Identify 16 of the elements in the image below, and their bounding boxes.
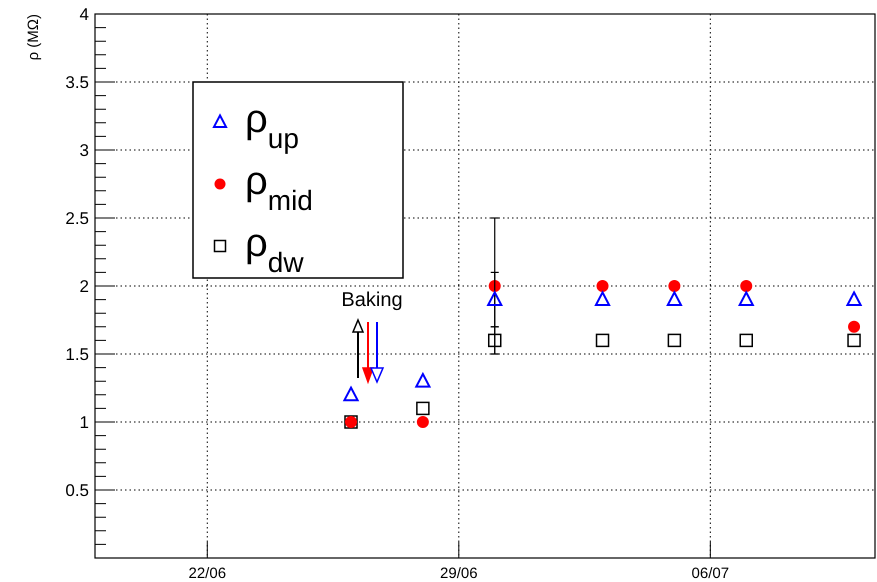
x-tick-label: 22/06 <box>188 565 226 582</box>
x-tick-label: 29/06 <box>440 565 478 582</box>
y-tick-label: 3 <box>80 140 89 160</box>
legend-label: ρ$_{up}$ <box>245 97 299 154</box>
x-tick-label: 06/07 <box>692 565 730 582</box>
y-tick-label: 0.5 <box>65 480 89 500</box>
y-tick-label: 1 <box>80 412 89 432</box>
y-tick-label: 1.5 <box>65 344 89 364</box>
y-axis-title: ρ (MΩ) <box>25 14 42 60</box>
y-tick-label: 4 <box>80 4 89 24</box>
y-tick-label: 2.5 <box>65 208 89 228</box>
annotation: Baking <box>341 289 403 311</box>
y-tick-label: 2 <box>80 276 89 296</box>
legend-label: ρ$_{dw}$ <box>245 221 304 278</box>
y-tick-label: 3.5 <box>65 72 89 92</box>
legend-label: ρ$_{mid}$ <box>245 159 313 216</box>
